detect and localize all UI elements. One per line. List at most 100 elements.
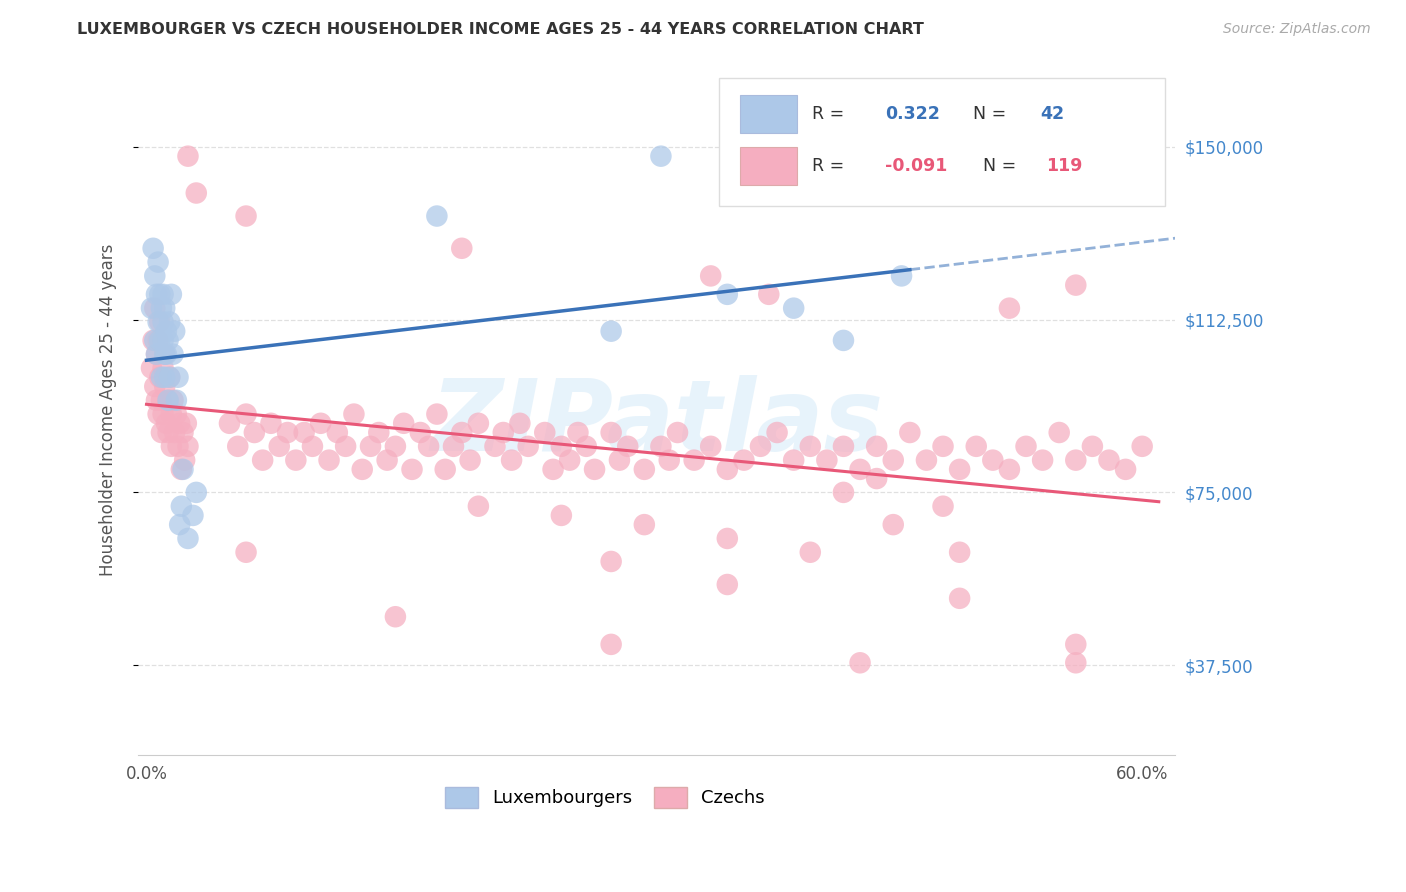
Point — [155, 417, 177, 431]
Point — [177, 532, 200, 546]
Point — [932, 499, 955, 513]
Point — [866, 472, 889, 486]
Text: N =: N = — [983, 157, 1022, 175]
Point — [1064, 278, 1087, 293]
Point — [160, 439, 183, 453]
Point — [882, 453, 904, 467]
Y-axis label: Householder Income Ages 25 - 44 years: Householder Income Ages 25 - 44 years — [100, 244, 117, 575]
Text: 119: 119 — [1046, 157, 1083, 175]
FancyBboxPatch shape — [740, 95, 797, 134]
Point — [146, 334, 169, 348]
Point — [1130, 439, 1153, 453]
Point — [633, 517, 655, 532]
Point — [150, 301, 173, 315]
Point — [335, 439, 357, 453]
Point — [1064, 656, 1087, 670]
Point — [260, 417, 283, 431]
Point — [159, 370, 181, 384]
Point — [965, 439, 987, 453]
Point — [484, 439, 506, 453]
Point — [716, 532, 738, 546]
Point — [426, 407, 449, 421]
FancyBboxPatch shape — [740, 146, 797, 185]
Point — [949, 462, 972, 476]
Point — [666, 425, 689, 440]
Point — [600, 425, 623, 440]
Point — [172, 425, 194, 440]
Point — [173, 453, 195, 467]
Point — [153, 347, 176, 361]
Point — [558, 453, 581, 467]
Point — [650, 439, 672, 453]
Point — [146, 315, 169, 329]
Point — [375, 453, 398, 467]
Point — [143, 334, 166, 348]
Point — [150, 393, 173, 408]
Point — [467, 417, 489, 431]
Point — [434, 462, 457, 476]
Point — [1064, 453, 1087, 467]
Point — [501, 453, 523, 467]
Point — [832, 439, 855, 453]
Point — [186, 186, 208, 200]
Point — [235, 407, 257, 421]
Point — [165, 407, 187, 421]
Point — [1015, 439, 1038, 453]
Point — [170, 462, 193, 476]
Point — [301, 439, 323, 453]
Point — [177, 149, 200, 163]
Point — [176, 417, 198, 431]
Text: -0.091: -0.091 — [884, 157, 948, 175]
Point — [658, 453, 681, 467]
Point — [849, 656, 872, 670]
Text: 42: 42 — [1040, 105, 1064, 123]
Point — [949, 545, 972, 559]
Point — [152, 407, 174, 421]
Text: 0.322: 0.322 — [884, 105, 939, 123]
Point — [159, 315, 181, 329]
Point — [450, 241, 472, 255]
Point — [1032, 453, 1054, 467]
Point — [160, 287, 183, 301]
Point — [167, 370, 190, 384]
Point — [155, 347, 177, 361]
Point — [226, 439, 249, 453]
Point — [533, 425, 555, 440]
Point — [1047, 425, 1070, 440]
Point — [898, 425, 921, 440]
Point — [152, 315, 174, 329]
Point — [409, 425, 432, 440]
Point — [949, 591, 972, 606]
Point — [181, 508, 204, 523]
Point — [392, 417, 415, 431]
FancyBboxPatch shape — [718, 78, 1166, 206]
Point — [162, 393, 184, 408]
Point — [600, 637, 623, 651]
Point — [149, 287, 172, 301]
Point — [799, 545, 821, 559]
Point — [152, 334, 174, 348]
Point — [384, 439, 406, 453]
Point — [235, 209, 257, 223]
Point — [165, 393, 187, 408]
Point — [153, 379, 176, 393]
Point — [616, 439, 638, 453]
Point — [155, 324, 177, 338]
Point — [146, 407, 169, 421]
Text: ZIPatlas: ZIPatlas — [430, 375, 883, 472]
Point — [609, 453, 631, 467]
Point — [235, 545, 257, 559]
Point — [1081, 439, 1104, 453]
Point — [153, 301, 176, 315]
Point — [141, 301, 163, 315]
Point — [567, 425, 589, 440]
Text: N =: N = — [973, 105, 1012, 123]
Point — [149, 370, 172, 384]
Point — [1115, 462, 1137, 476]
Point — [832, 485, 855, 500]
Legend: Luxembourgers, Czechs: Luxembourgers, Czechs — [439, 780, 772, 815]
Point — [162, 347, 184, 361]
Text: LUXEMBOURGER VS CZECH HOUSEHOLDER INCOME AGES 25 - 44 YEARS CORRELATION CHART: LUXEMBOURGER VS CZECH HOUSEHOLDER INCOME… — [77, 22, 924, 37]
Point — [699, 268, 721, 283]
Point — [600, 324, 623, 338]
